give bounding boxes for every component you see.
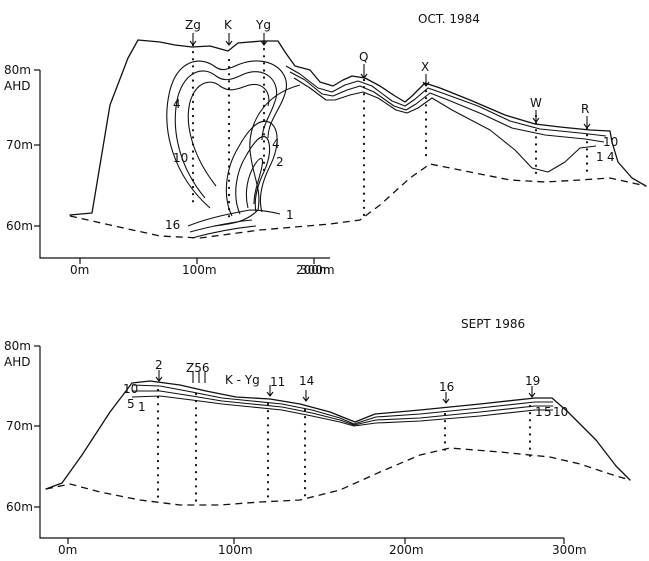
contour-crest-1984-c [293,77,597,173]
panel-1984: OCT. 1984 80m AHD 70m 60m 0m 100m 200m 3… [4,12,647,277]
contour-base-1984-c [191,225,257,239]
station-label-1986-z56: Z56 [186,361,210,375]
contour-label-1986-5-right: 5 [544,405,552,419]
contour-1986-5 [132,390,553,426]
contour-loop-1984-a [166,60,287,209]
contour-1986-10 [131,384,553,425]
axis-1986 [39,346,564,539]
xtick-label-1986-300: 300m [552,543,587,557]
contour-label-1984-10-left: 10 [173,151,188,165]
xtick-label-1984-100: 100m [182,263,217,277]
ytick-label-1984-70: 70m [6,138,33,152]
contour-crest-1984-a [285,65,607,137]
contour-label-1984-4-right: 4 [607,150,615,164]
contour-loop-1984-c [187,81,270,187]
contour-inner-1984-c [245,157,264,209]
xtick-label-1986-200: 200m [389,543,424,557]
station-label-1984-q: Q [359,50,368,64]
station-label-1984-r: R [581,102,589,116]
ytick-label-1986-60: 60m [6,500,33,514]
contour-label-1986-10-left: 10 [123,382,138,396]
ytick-label-1986-70: 70m [6,419,33,433]
contour-label-1984-4-left: 4 [173,97,181,111]
station-label-1984-x: X [421,60,429,74]
panel-1986: SEPT 1986 80m AHD 70m 60m 0m 100m 200m 3… [4,317,631,557]
contour-label-1986-1-right: 1 [535,405,543,419]
dune-surface-1984 [69,39,647,216]
xtick-label-1986-0: 0m [58,543,77,557]
contour-label-1986-10-right: 10 [553,405,568,419]
contour-outer-1984 [213,84,301,227]
station-label-1986-14: 14 [299,374,314,388]
contour-label-1984-1-base: 1 [286,208,294,222]
xtick-label-1984-300-visible: 300m [300,263,335,277]
contour-label-1986-5-left: 5 [127,397,135,411]
panel-1984-title: OCT. 1984 [418,12,480,26]
contour-loop-1984-b [174,70,278,199]
base-line-1986 [45,447,631,506]
ytick-label-1984-80: 80m [4,63,31,77]
ytick-label-1986-80: 80m [4,339,31,353]
station-label-1986-16: 16 [439,380,454,394]
station-label-1984-zg: Zg [185,18,201,32]
contour-label-1984-10-right: 10 [603,135,618,149]
station-label-1984-k: K [224,18,233,32]
xtick-label-1984-0: 0m [70,263,89,277]
contour-base-1984-b [189,219,253,233]
contour-inner-1984-b [235,136,271,215]
station-label-1986-11: 11 [270,375,285,389]
station-arrows-1984 [189,33,591,129]
dune-surface-1986 [45,380,631,490]
axis-1984 [39,70,330,259]
ytick-label-1984-60: 60m [6,219,33,233]
contour-base-1984-a [187,209,281,227]
station-label-1984-yg: Yg [255,18,271,32]
y-unit-1986: AHD [4,355,30,369]
y-unit-1984: AHD [4,79,30,93]
contour-label-1984-16: 16 [165,218,180,232]
panel-1986-title: SEPT 1986 [461,317,525,331]
station-label-1984-w: W [530,96,542,110]
station-label-1986-2: 2 [155,358,163,372]
contour-label-1984-4-inner: 4 [272,137,280,151]
contour-crest-1984-b [289,71,605,143]
contour-label-1984-2-inner: 2 [276,155,284,169]
contour-inner-1984-a [225,120,278,217]
station-arrows-1986 [155,370,536,404]
station-label-1986-k-yg: K - Yg [225,373,260,387]
base-line-1984 [69,163,647,239]
xtick-label-1984-200: 200m [296,263,331,277]
contour-label-1984-1-right: 1 [596,150,604,164]
xtick-label-1986-100: 100m [218,543,253,557]
contour-label-1986-1-left: 1 [138,400,146,414]
station-label-1986-19: 19 [525,374,540,388]
